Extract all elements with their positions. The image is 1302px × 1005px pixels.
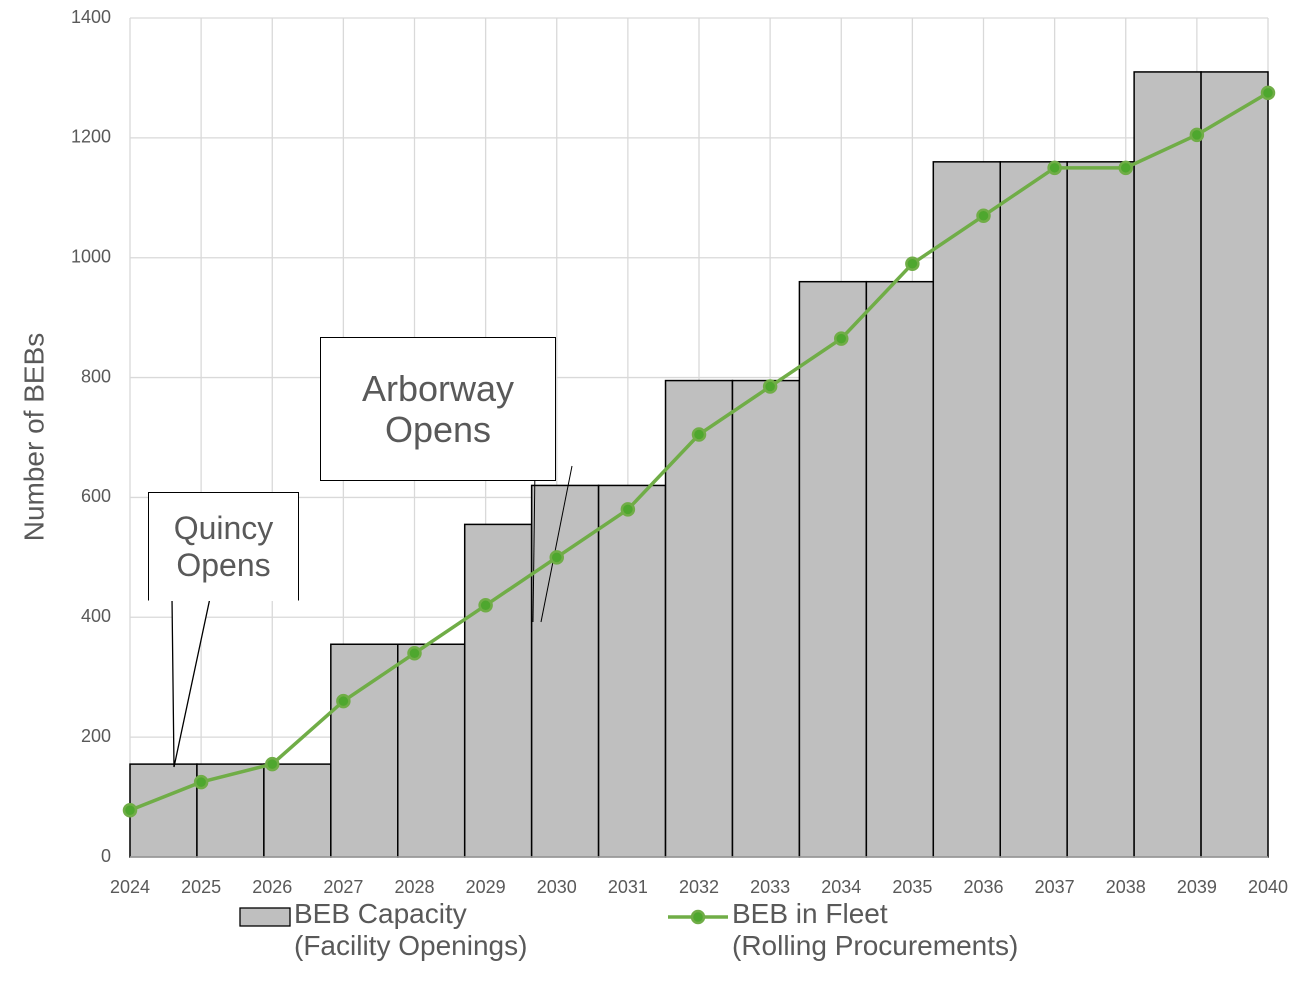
bar: [263, 763, 332, 858]
x-tick-label: 2036: [963, 877, 1003, 897]
marker: [762, 379, 778, 394]
bar: [798, 280, 868, 858]
x-tick-label: 2029: [466, 877, 506, 897]
marker: [620, 502, 636, 517]
bar: [129, 763, 198, 858]
y-tick-label: 400: [81, 606, 111, 626]
bar: [731, 379, 801, 858]
annotation: Quincy Opens: [148, 492, 299, 601]
callout-line: [540, 465, 573, 623]
marker: [1189, 127, 1205, 143]
marker: [1047, 160, 1062, 176]
y-tick-label: 600: [81, 486, 111, 506]
bar: [999, 161, 1068, 858]
y-tick-label: 200: [81, 726, 111, 746]
bar: [664, 379, 734, 858]
bar: [1066, 161, 1135, 858]
marker: [834, 331, 849, 346]
legend-label: BEB Capacity (Facility Openings): [294, 898, 528, 962]
x-tick-label: 2037: [1035, 877, 1075, 897]
y-tick-label: 800: [81, 366, 111, 386]
legend-marker: [690, 909, 706, 925]
labels: 0 200 400 600 800 1000 1200 1400 2024 2025 2026 202…: [71, 7, 1288, 897]
bar: [597, 484, 667, 858]
bar: [1200, 71, 1269, 858]
marker: [122, 803, 138, 818]
y-tick-label: 1000: [71, 246, 111, 266]
x-tick-label: 2033: [750, 877, 790, 897]
marker: [549, 550, 564, 565]
bar: [530, 484, 600, 858]
line-layer: [122, 85, 1276, 818]
x-tick-label: 2027: [323, 877, 363, 897]
marker: [905, 256, 920, 271]
bar: [330, 643, 399, 858]
annotation: Arborway Opens: [320, 337, 556, 481]
marker: [1118, 160, 1133, 176]
marker: [478, 598, 493, 613]
legend-label: BEB in Fleet (Rolling Procurements): [732, 898, 1019, 962]
marker: [976, 208, 991, 224]
y-tick-label: 0: [101, 846, 111, 866]
x-tick-label: 2026: [252, 877, 292, 897]
x-tick-label: 2039: [1177, 877, 1217, 897]
bar: [1133, 71, 1202, 858]
legend: [239, 907, 728, 927]
callout-pointer: [171, 597, 211, 768]
marker: [691, 427, 707, 442]
x-tick-label: 2035: [892, 877, 932, 897]
y-tick-label: 1200: [71, 127, 111, 147]
marker: [407, 645, 422, 661]
x-tick-label: 2030: [537, 877, 577, 897]
x-tick-label: 2034: [821, 877, 861, 897]
legend-swatch: [239, 907, 291, 927]
bar: [463, 523, 533, 858]
bar: [932, 161, 1001, 858]
bar: [397, 643, 466, 858]
y-tick-label: 1400: [71, 7, 111, 27]
x-tick-label: 2038: [1106, 877, 1146, 897]
x-tick-label: 2025: [181, 877, 221, 897]
bars: [129, 71, 1269, 858]
x-tick-label: 2040: [1248, 877, 1288, 897]
callout-line: [532, 465, 536, 623]
marker: [193, 774, 209, 790]
y-axis-label: Number of BEBs: [18, 333, 49, 542]
x-tick-label: 2031: [608, 877, 648, 897]
marker: [265, 756, 280, 772]
x-tick-label: 2032: [679, 877, 719, 897]
marker: [1260, 85, 1276, 101]
marker: [336, 693, 351, 709]
x-tick-label: 2024: [110, 877, 150, 897]
bar: [865, 280, 935, 858]
x-tick-label: 2028: [394, 877, 434, 897]
